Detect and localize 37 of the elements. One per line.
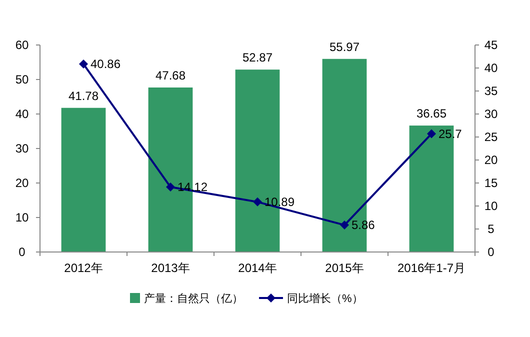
data-label: 14.12 xyxy=(178,180,208,194)
x-tick-label: 2013年 xyxy=(151,261,190,275)
y-tick-label: 60 xyxy=(15,38,29,52)
y2-tick-label: 0 xyxy=(488,245,495,259)
data-label: 10.89 xyxy=(264,194,295,209)
y2-tick-label: 30 xyxy=(484,107,498,121)
y-tick-label: 20 xyxy=(15,176,29,190)
point xyxy=(166,182,175,192)
data-label: 52.87 xyxy=(242,50,273,65)
point xyxy=(427,129,436,138)
y2-tick-label: 35 xyxy=(484,84,498,98)
x-tick-label: 2014年 xyxy=(238,261,277,275)
point xyxy=(79,60,88,69)
point xyxy=(253,197,262,206)
y2-tick-label: 45 xyxy=(484,38,498,52)
y-tick-label: 40 xyxy=(15,107,29,121)
data-label: 36.65 xyxy=(416,106,447,121)
data-label: 41.78 xyxy=(68,88,99,103)
y-tick-label: 0 xyxy=(18,245,26,259)
x-tick-label: 2016年1-7月 xyxy=(397,261,466,275)
y2-tick-label: 25 xyxy=(484,130,498,144)
y-tick-label: 50 xyxy=(15,72,29,86)
data-label: 47.68 xyxy=(155,68,186,83)
y-tick-label: 10 xyxy=(15,210,29,224)
y-tick-label: 30 xyxy=(15,142,29,156)
x-tick-label: 2015年 xyxy=(325,261,364,275)
y2-tick-label: 40 xyxy=(484,61,498,75)
point xyxy=(340,220,349,230)
y2-tick-label: 15 xyxy=(484,176,498,190)
legend-label: 同比增长（%） xyxy=(287,292,363,305)
y2-tick-label: 5 xyxy=(488,222,495,236)
data-label: 55.97 xyxy=(329,40,360,54)
y2-tick-label: 20 xyxy=(484,153,498,167)
x-tick-label: 2012年 xyxy=(64,261,103,275)
legend-label: 产量：自然只（亿） xyxy=(144,292,243,305)
y2-tick-label: 10 xyxy=(484,199,498,213)
data-label: 40.86 xyxy=(90,57,121,72)
